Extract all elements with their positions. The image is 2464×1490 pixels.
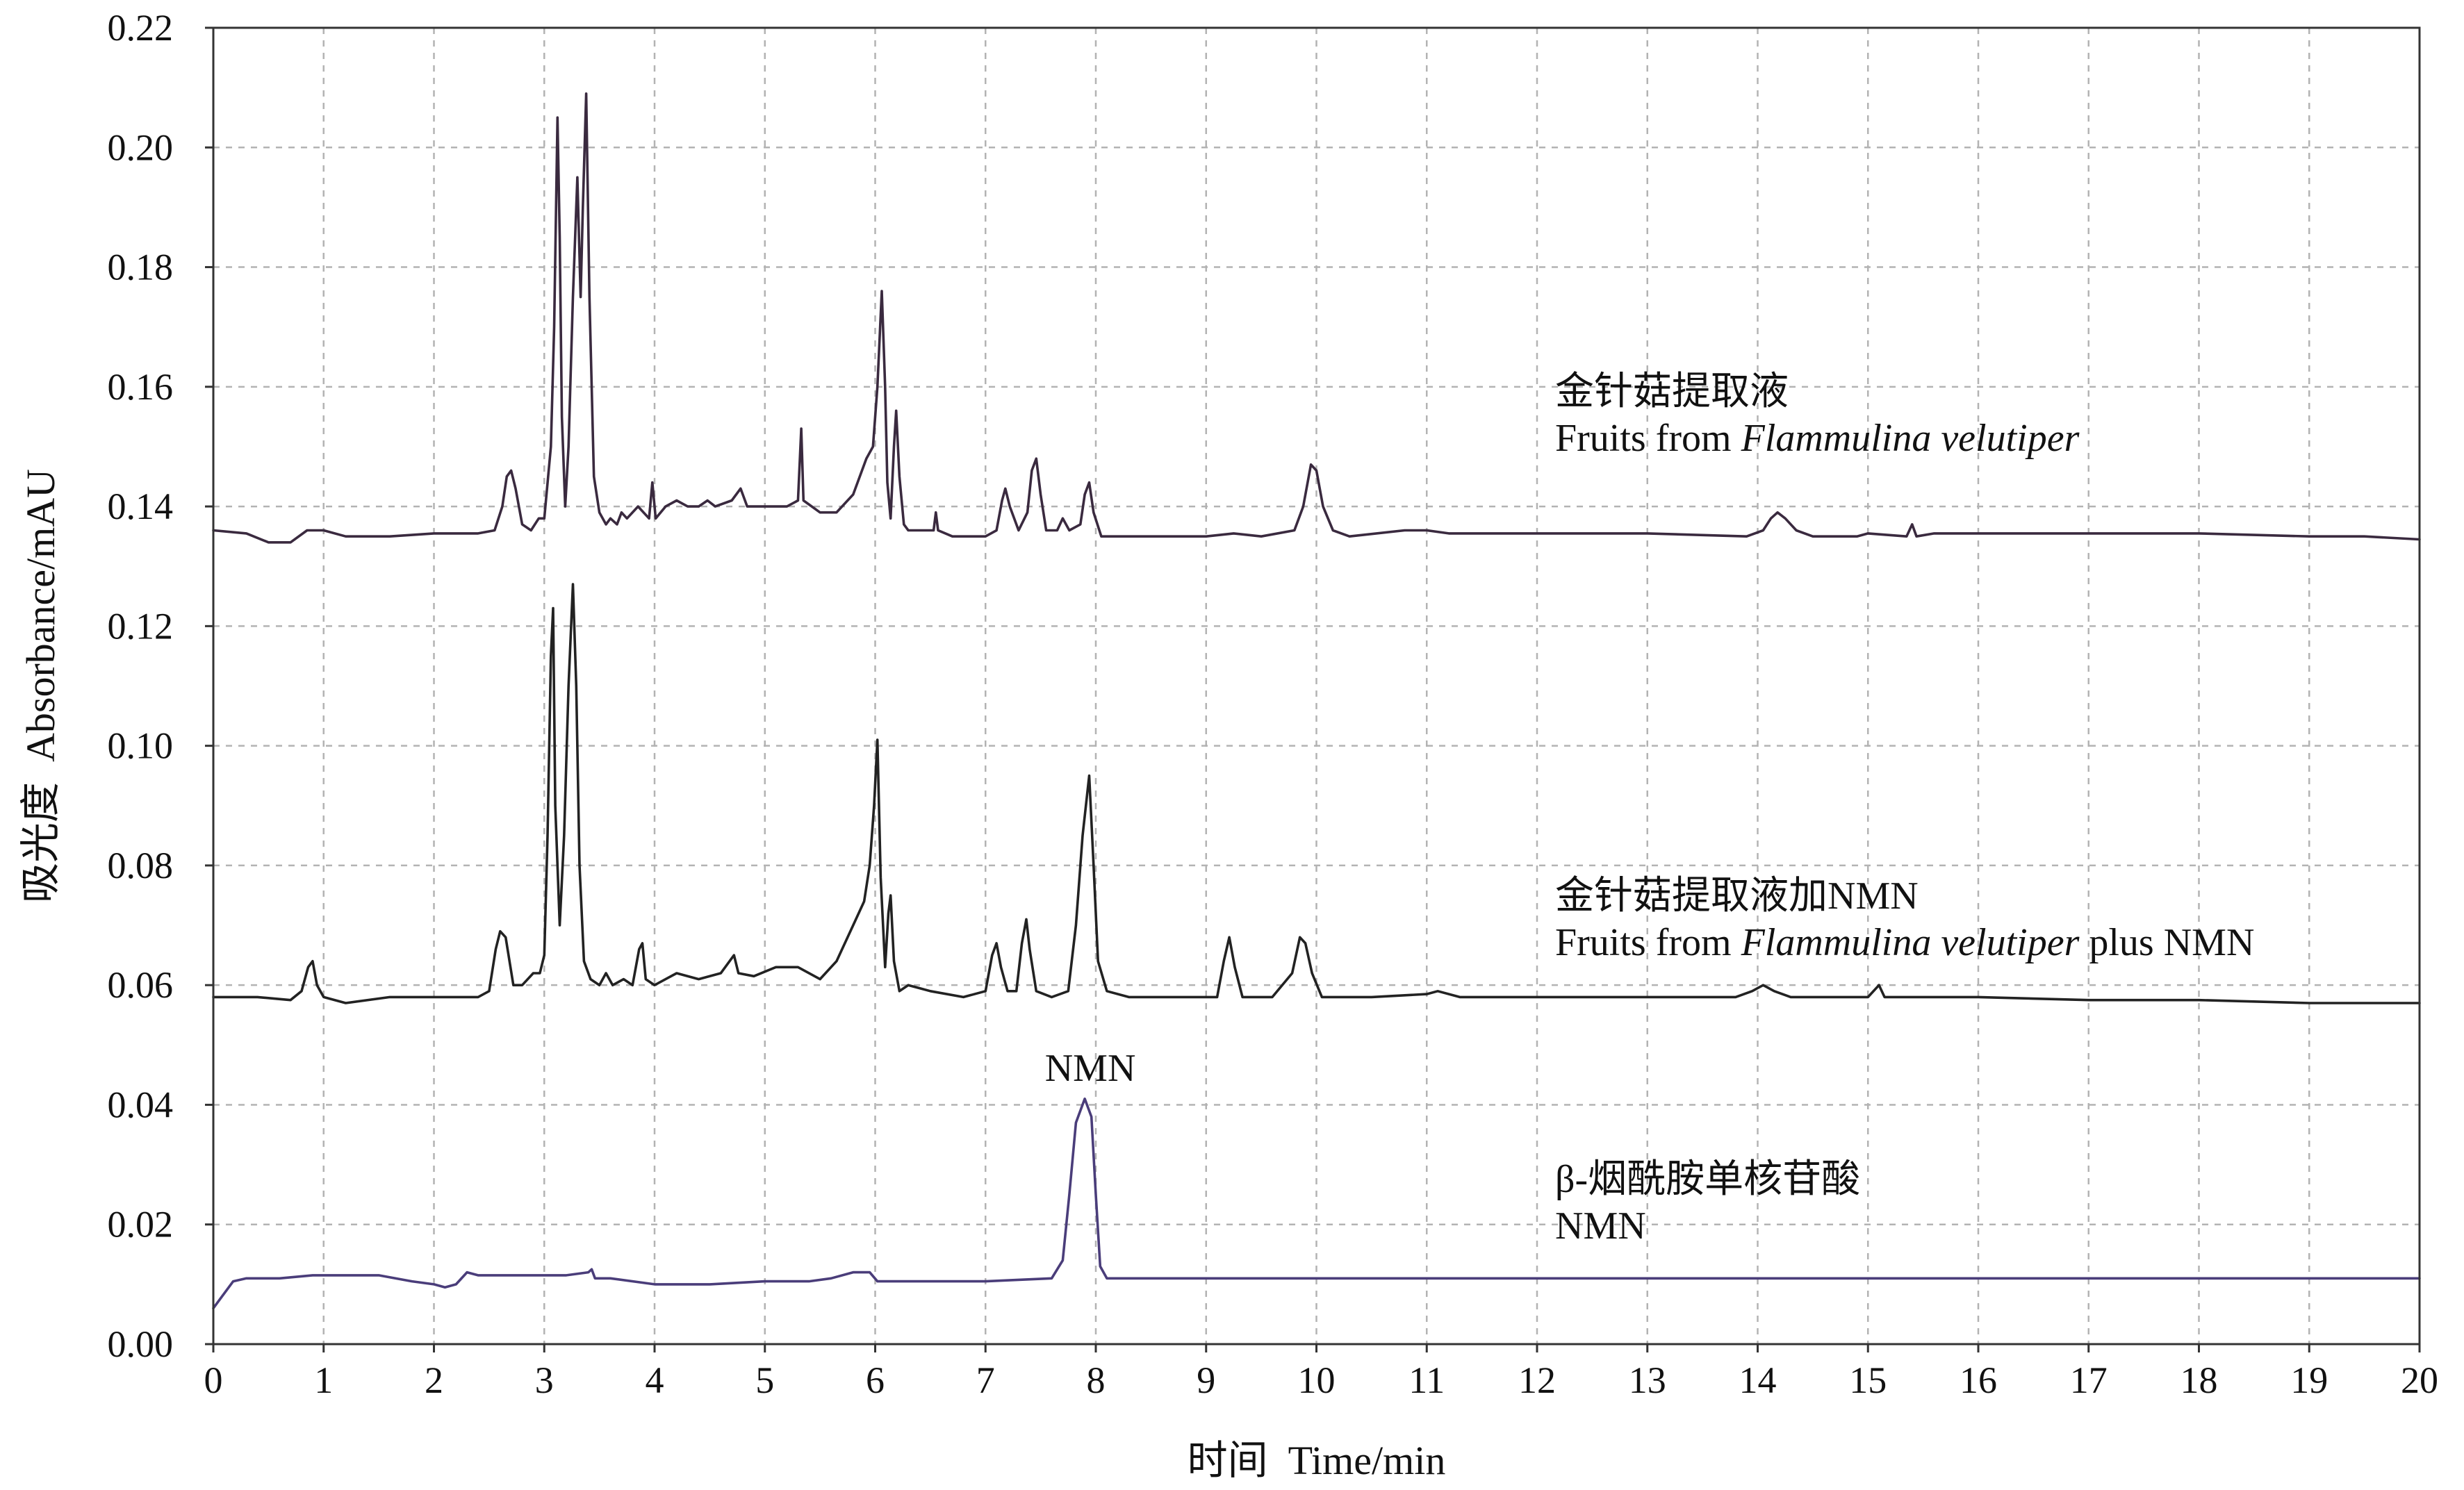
series-1-label-line-1: 金针菇提取液: [1555, 370, 1789, 413]
series-label-part: Flammulina velutiper: [1741, 417, 2080, 460]
x-tick-label: 6: [866, 1359, 885, 1401]
grid: [213, 28, 2421, 1344]
x-tick-label: 5: [755, 1359, 774, 1401]
x-axis-title: 时间 Time/min: [1188, 1438, 1446, 1483]
series-1-label-line-2: Fruits from Flammulina velutiper: [1555, 417, 2080, 460]
x-tick-label: 2: [425, 1359, 443, 1401]
x-tick-label: 8: [1087, 1359, 1106, 1401]
x-tick-label: 1: [314, 1359, 333, 1401]
y-tick-label: 0.02: [108, 1204, 174, 1245]
y-tick-label: 0.20: [108, 126, 174, 168]
series-2-label-line-1: 金针菇提取液加NMN: [1555, 875, 1919, 918]
series-trace-1: [212, 92, 2421, 544]
x-tick-label: 4: [646, 1359, 664, 1401]
y-tick-label: 0.08: [108, 845, 174, 886]
series-3-label-line-2: NMN: [1555, 1205, 1646, 1248]
series-2-label-line-2: Fruits from Flammulina velutiper plus NM…: [1555, 921, 2254, 964]
series-3-label-line-1: β-烟酰胺单核苷酸: [1555, 1158, 1860, 1201]
x-tick-label: 9: [1197, 1359, 1215, 1401]
x-tick-label: 16: [1960, 1359, 1997, 1401]
y-axis-title: 吸光度 Absorbance/mAU: [18, 469, 63, 903]
nmn-peak-annotation: NMN: [1045, 1047, 1136, 1090]
y-tick-label: 0.16: [108, 366, 174, 408]
series-label-part: 金针菇提取液: [1555, 370, 1789, 413]
x-axis-ticks: 0 1 2 3 4 5 6 7 8 9 10 11 12 13 14 15 16 17 18 19 20: [204, 1344, 2438, 1401]
series-trace-2: [212, 583, 2421, 1004]
x-tick-label: 19: [2290, 1359, 2328, 1401]
series-label-part: β-烟酰胺单核苷酸: [1555, 1158, 1860, 1201]
x-tick-label: 11: [1408, 1359, 1445, 1401]
series-trace-3: [212, 1098, 2421, 1310]
y-tick-label: 0.10: [108, 725, 174, 767]
series-label-part: Flammulina velutiper: [1741, 921, 2080, 964]
x-tick-label: 10: [1298, 1359, 1336, 1401]
series-label-part: NMN: [1555, 1205, 1646, 1248]
x-tick-label: 17: [2070, 1359, 2108, 1401]
y-tick-label: 0.12: [108, 605, 174, 647]
y-tick-label: 0.00: [108, 1323, 174, 1365]
y-tick-label: 0.04: [108, 1084, 174, 1125]
x-tick-label: 7: [976, 1359, 995, 1401]
x-tick-label: 18: [2180, 1359, 2218, 1401]
series-label-part: 金针菇提取液加NMN: [1555, 875, 1919, 918]
series-traces: [212, 92, 2421, 1310]
series-label-part: Fruits from: [1555, 921, 1741, 964]
x-tick-label: 0: [204, 1359, 223, 1401]
x-tick-label: 3: [535, 1359, 554, 1401]
x-tick-label: 14: [1739, 1359, 1777, 1401]
y-tick-label: 0.06: [108, 964, 174, 1006]
y-axis-ticks: 0.00 0.02 0.04 0.06 0.08 0.10 0.12 0.14 0.16 0.18…: [108, 7, 213, 1365]
x-tick-label: 15: [1849, 1359, 1887, 1401]
y-tick-label: 0.22: [108, 7, 174, 49]
series-label-part: plus NMN: [2079, 921, 2254, 964]
y-tick-label: 0.18: [108, 247, 174, 288]
series-label-part: Fruits from: [1555, 417, 1741, 460]
y-tick-label: 0.14: [108, 486, 174, 527]
x-tick-label: 13: [1629, 1359, 1666, 1401]
x-tick-label: 20: [2401, 1359, 2438, 1401]
x-tick-label: 12: [1518, 1359, 1556, 1401]
